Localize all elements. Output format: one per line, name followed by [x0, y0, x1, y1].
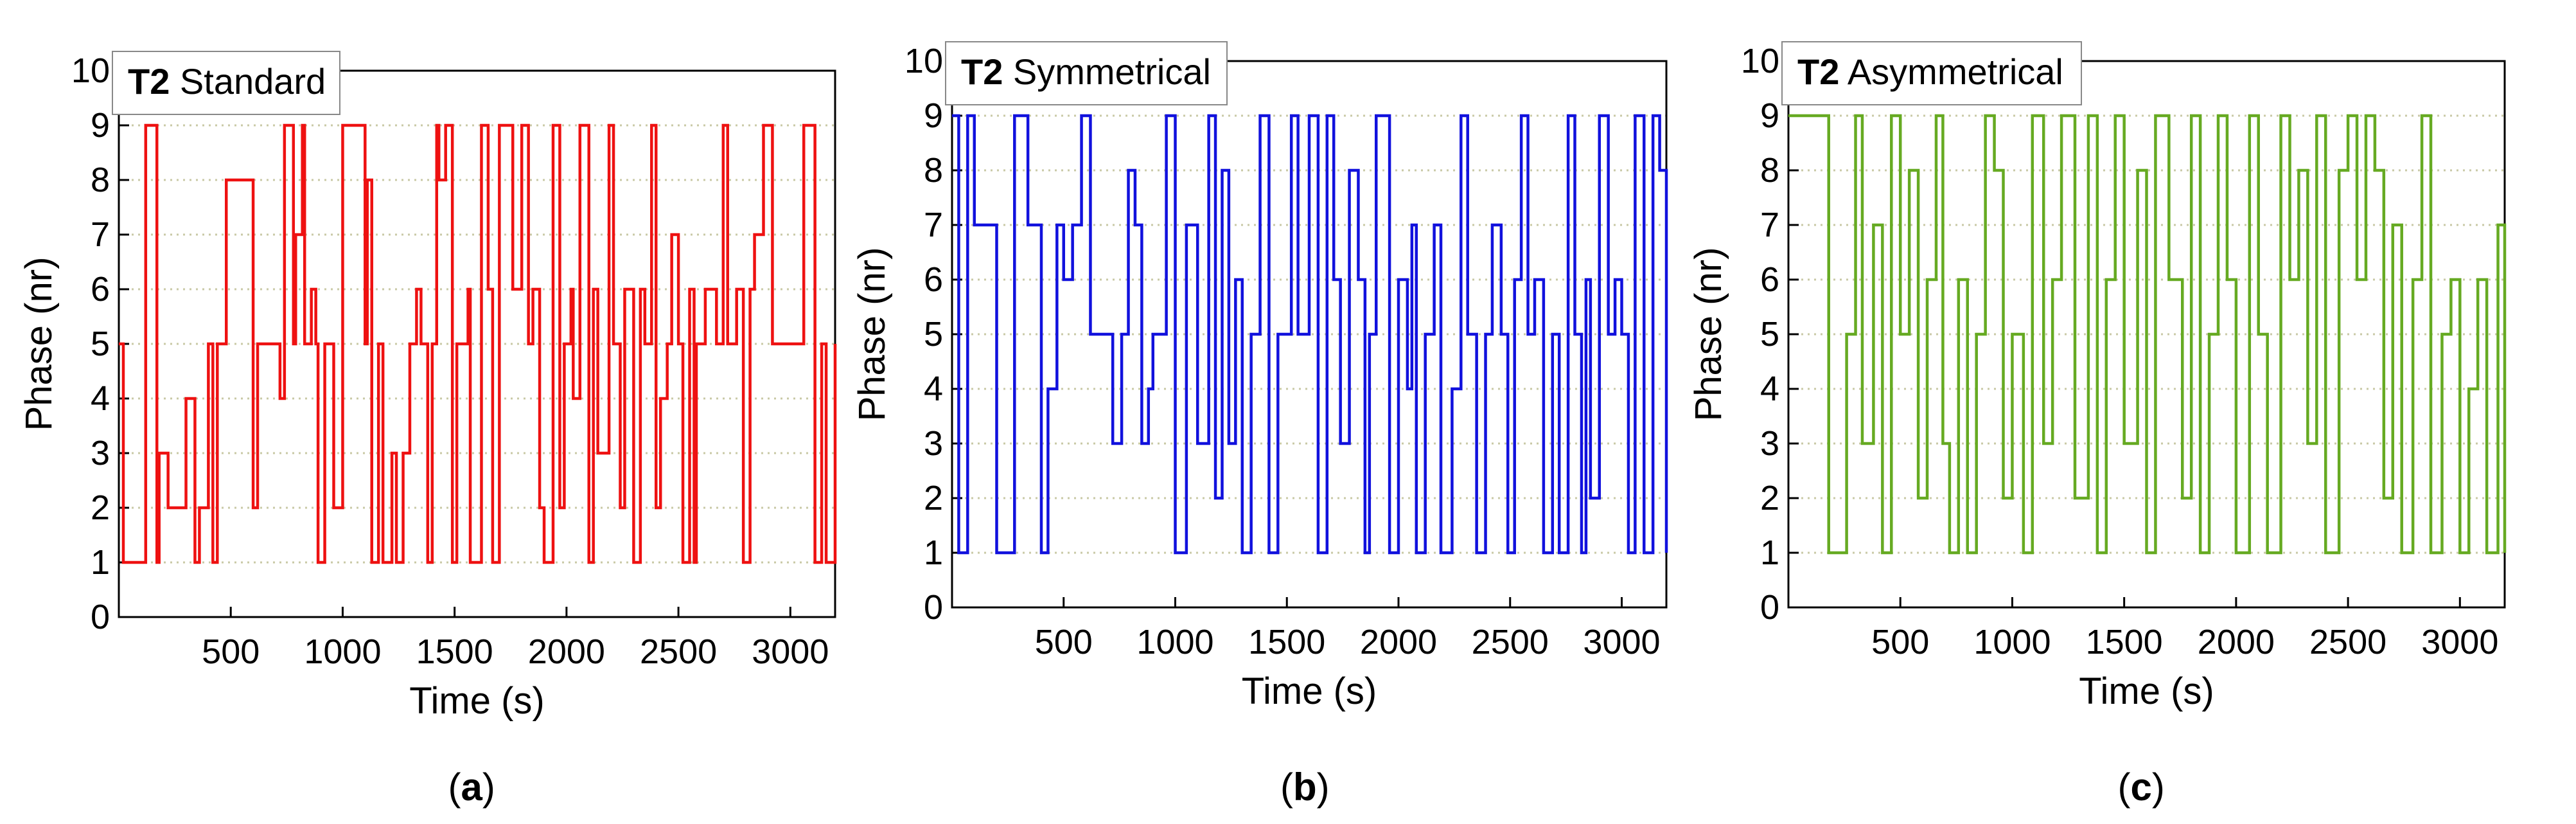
- y-axis-label: Phase (nr): [18, 257, 60, 431]
- panel-caption: (b): [1280, 766, 1330, 809]
- legend-entry-bold: T2: [128, 61, 170, 102]
- legend-entry-bold: T2: [961, 51, 1003, 92]
- panel-caption: (c): [2118, 766, 2165, 809]
- chart-panel-c: 0 1 2 3 4 5 6 7 8 9 10 500 1000 1500 2000 2500 3000 Time …: [1688, 41, 2507, 809]
- legend-box: [112, 51, 340, 115]
- legend-entry-text: Symmetrical: [1003, 51, 1211, 92]
- x-tick-label: 500: [1871, 623, 1929, 661]
- x-tick-label: 2000: [2198, 623, 2275, 661]
- panel-label: a: [461, 766, 482, 809]
- y-tick-label: 10: [1741, 42, 1779, 80]
- y-axis-label: Phase (nr): [851, 247, 893, 422]
- y-tick-label: 7: [91, 215, 110, 254]
- x-tick-label: 1000: [1136, 623, 1213, 661]
- legend-box: [1781, 41, 2082, 105]
- y-tick-label: 8: [1760, 151, 1779, 190]
- x-tick-label: 1500: [1248, 623, 1325, 661]
- x-tick-label: 3000: [2421, 623, 2498, 661]
- y-tick-label: 3: [924, 424, 943, 463]
- y-tick-label: 3: [91, 434, 110, 472]
- y-tick-label: 4: [924, 370, 943, 408]
- panel-caption: (a): [448, 766, 495, 809]
- y-tick-label: 5: [1760, 315, 1779, 354]
- x-tick-label: 2500: [1472, 623, 1549, 661]
- x-tick-label: 1000: [304, 632, 381, 671]
- legend-entry: T2 Standard: [128, 61, 326, 102]
- y-tick-label: 0: [91, 598, 110, 636]
- y-tick-label: 1: [924, 533, 943, 572]
- y-tick-label: 1: [1760, 533, 1779, 572]
- panel-label: c: [2130, 766, 2151, 809]
- x-tick-label: 2500: [2309, 623, 2386, 661]
- x-tick-label: 500: [1035, 623, 1093, 661]
- y-axis-label: Phase (nr): [1688, 247, 1729, 422]
- legend-entry: T2 Symmetrical: [961, 51, 1211, 92]
- y-tick-label: 6: [1760, 260, 1779, 299]
- y-tick-label: 2: [91, 488, 110, 527]
- y-tick-label: 9: [924, 96, 943, 135]
- x-tick-label: 1500: [2086, 623, 2163, 661]
- series-line-b: [952, 114, 1668, 555]
- x-tick-label: 2000: [1360, 623, 1437, 661]
- y-tick-label: 5: [924, 315, 943, 354]
- y-tick-label: 3: [1760, 424, 1779, 463]
- x-tick-label: 1500: [416, 632, 493, 671]
- x-tick-label: 500: [202, 632, 260, 671]
- legend-entry-text: Asymmetrical: [1839, 51, 2063, 92]
- legend-entry: T2 Asymmetrical: [1797, 51, 2063, 92]
- x-tick-label: 3000: [1583, 623, 1660, 661]
- x-axis-label: Time (s): [409, 680, 544, 722]
- x-tick-label: 2500: [640, 632, 717, 671]
- legend-entry-text: Standard: [170, 61, 326, 102]
- y-tick-label: 8: [924, 151, 943, 190]
- y-tick-label: 4: [1760, 370, 1779, 408]
- y-tick-label: 0: [1760, 588, 1779, 627]
- y-tick-label: 8: [91, 161, 110, 199]
- x-tick-label: 2000: [528, 632, 605, 671]
- y-tick-label: 9: [1760, 96, 1779, 135]
- panel-label: b: [1293, 766, 1317, 809]
- y-tick-label: 5: [91, 325, 110, 363]
- x-axis-label: Time (s): [1242, 670, 1377, 712]
- y-tick-label: 0: [924, 588, 943, 627]
- y-tick-label: 7: [1760, 206, 1779, 244]
- x-tick-label: 1000: [1973, 623, 2051, 661]
- y-tick-label: 10: [71, 51, 110, 90]
- series-line-c: [1788, 114, 2507, 555]
- x-axis-label: Time (s): [2079, 670, 2214, 712]
- y-tick-label: 2: [1760, 479, 1779, 517]
- legend-entry-bold: T2: [1797, 51, 1839, 92]
- y-tick-label: 4: [91, 379, 110, 418]
- series-line-a: [119, 123, 837, 564]
- y-tick-label: 10: [904, 42, 943, 80]
- chart-panel-a: 0 1 2 3 4 5 6 7 8 9 10 500 1000 1500 2000 2500 3000 Time …: [18, 51, 837, 809]
- y-tick-label: 9: [91, 106, 110, 145]
- y-tick-label: 6: [91, 270, 110, 309]
- legend-box: [945, 41, 1228, 105]
- chart-panel-b: 0 1 2 3 4 5 6 7 8 9 10 500 1000 1500 2000 2500 3000 Time …: [851, 41, 1668, 809]
- y-tick-label: 2: [924, 479, 943, 517]
- x-tick-label: 3000: [752, 632, 829, 671]
- y-tick-label: 1: [91, 543, 110, 582]
- y-tick-label: 6: [924, 260, 943, 299]
- y-tick-label: 7: [924, 206, 943, 244]
